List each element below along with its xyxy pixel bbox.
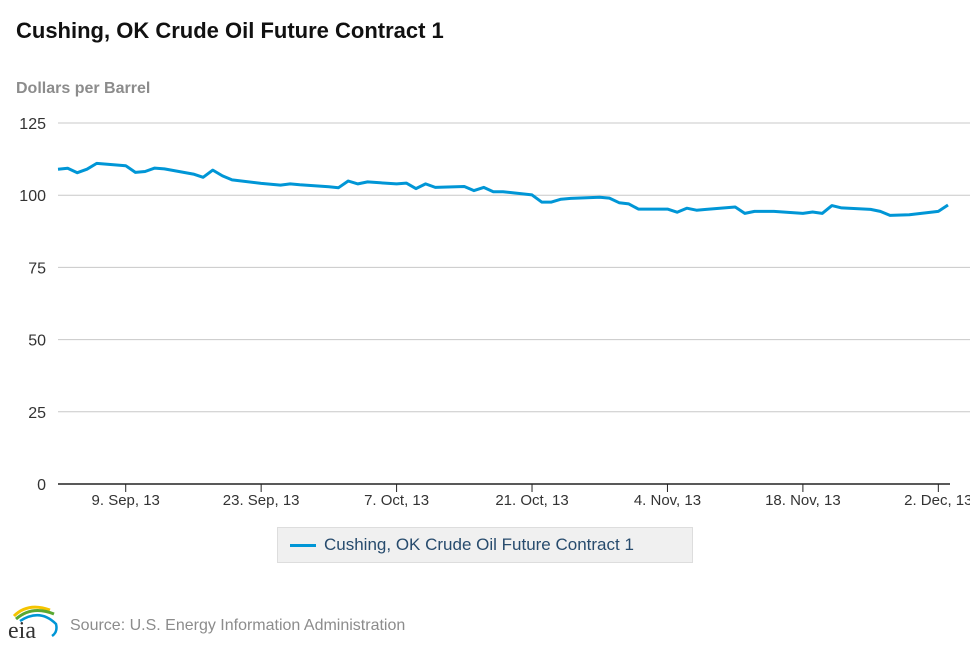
x-tick-label: 21. Oct, 13	[495, 492, 568, 509]
source-note: Source: U.S. Energy Information Administ…	[70, 617, 406, 634]
y-axis-label: Dollars per Barrel	[16, 80, 151, 97]
x-tick-label: 2. Dec, 13	[904, 492, 970, 509]
x-tick-label: 7. Oct, 13	[364, 492, 429, 509]
y-tick-label: 50	[28, 333, 46, 350]
series-line	[57, 161, 949, 217]
x-tick-label: 4. Nov, 13	[634, 492, 701, 509]
svg-text:eia: eia	[8, 618, 36, 642]
legend[interactable]: Cushing, OK Crude Oil Future Contract 1	[277, 527, 693, 563]
y-tick-label: 75	[28, 260, 46, 277]
x-tick-label: 9. Sep, 13	[92, 492, 160, 509]
legend-label: Cushing, OK Crude Oil Future Contract 1	[324, 535, 634, 554]
eia-logo: eia	[8, 605, 58, 642]
legend-swatch	[290, 543, 316, 547]
x-tick-label: 23. Sep, 13	[223, 492, 300, 509]
y-tick-label: 100	[19, 188, 46, 205]
x-tick-label: 18. Nov, 13	[765, 492, 841, 509]
line-chart: 0 25 50 75 100 125 9. Sep, 13 23. Sep, 13 7. Oc…	[19, 116, 970, 509]
y-tick-label: 25	[28, 405, 46, 422]
chart-title: Cushing, OK Crude Oil Future Contract 1	[16, 18, 444, 43]
y-tick-label: 0	[37, 477, 46, 494]
y-tick-label: 125	[19, 116, 46, 133]
